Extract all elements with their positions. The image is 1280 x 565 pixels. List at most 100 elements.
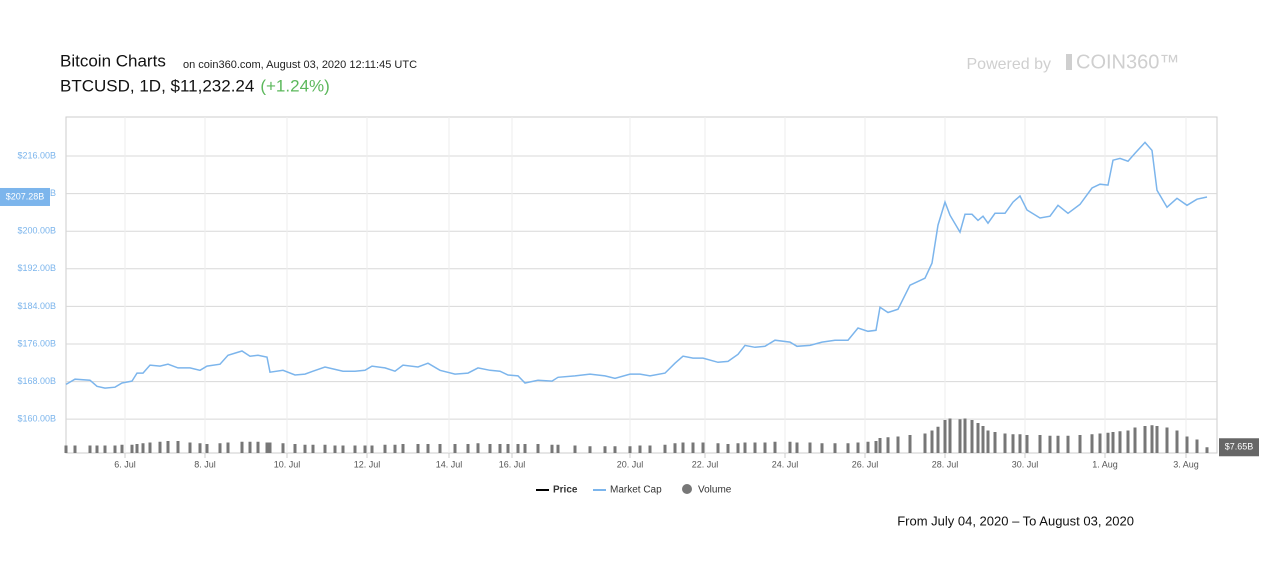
volume-bar bbox=[401, 444, 405, 453]
volume-bar bbox=[141, 443, 145, 453]
x-tick-label: 24. Jul bbox=[772, 459, 799, 469]
volume-bar bbox=[188, 442, 192, 453]
volume-bar bbox=[265, 442, 269, 453]
legend-label[interactable]: Price bbox=[553, 485, 578, 496]
y-tick-label: $176.00B bbox=[17, 338, 56, 348]
volume-bar bbox=[588, 446, 592, 453]
volume-bar bbox=[763, 442, 767, 453]
volume-bar bbox=[1155, 426, 1159, 453]
current-volume-badge bbox=[1219, 438, 1259, 457]
volume-bar bbox=[970, 420, 974, 453]
x-tick-label: 20. Jul bbox=[617, 459, 644, 469]
volume-bar bbox=[981, 426, 985, 453]
y-tick-label: $200.00B bbox=[17, 226, 56, 236]
volume-bar bbox=[453, 444, 457, 453]
legend-label[interactable]: Market Cap bbox=[610, 485, 662, 496]
volume-bar bbox=[673, 443, 677, 453]
volume-bar bbox=[303, 444, 307, 453]
volume-bar bbox=[1038, 435, 1042, 453]
volume-bar bbox=[948, 418, 952, 453]
volume-bar bbox=[1150, 425, 1154, 453]
volume-bar bbox=[726, 444, 730, 453]
volume-bar bbox=[311, 444, 315, 453]
chart-title: Bitcoin Charts bbox=[60, 51, 166, 70]
volume-bar bbox=[73, 445, 77, 453]
volume-bar bbox=[438, 444, 442, 453]
volume-bar bbox=[923, 433, 927, 453]
volume-bar bbox=[808, 442, 812, 453]
volume-bar bbox=[1025, 435, 1029, 453]
volume-bar bbox=[64, 445, 68, 453]
volume-bar bbox=[353, 445, 357, 453]
volume-bar bbox=[963, 418, 967, 453]
volume-bar bbox=[1048, 435, 1052, 453]
volume-bar bbox=[205, 444, 209, 453]
volume-bar bbox=[556, 444, 560, 453]
x-tick-label: 12. Jul bbox=[354, 459, 381, 469]
volume-bar bbox=[908, 435, 912, 453]
volume-bar bbox=[536, 444, 540, 453]
volume-bar bbox=[248, 441, 252, 453]
volume-bar bbox=[943, 420, 947, 453]
volume-bar bbox=[176, 441, 180, 453]
volume-bar bbox=[281, 443, 285, 453]
volume-bar bbox=[1066, 435, 1070, 453]
volume-bar bbox=[256, 441, 260, 453]
volume-bar bbox=[498, 444, 502, 453]
volume-bar bbox=[638, 445, 642, 453]
volume-bar bbox=[523, 444, 527, 453]
x-tick-label: 10. Jul bbox=[274, 459, 301, 469]
volume-bar bbox=[1195, 439, 1199, 453]
volume-bar bbox=[833, 443, 837, 453]
volume-bar bbox=[788, 441, 792, 453]
volume-bar bbox=[663, 444, 667, 453]
brand-icon bbox=[1066, 54, 1072, 70]
y-tick-label: $184.00B bbox=[17, 301, 56, 311]
x-tick-label: 8. Jul bbox=[194, 459, 216, 469]
volume-bar bbox=[573, 445, 577, 453]
y-tick-label: $192.00B bbox=[17, 263, 56, 273]
volume-bar bbox=[691, 442, 695, 453]
date-range: From July 04, 2020 – To August 03, 2020 bbox=[897, 513, 1134, 528]
current-volume-label: $7.65B bbox=[1225, 442, 1254, 452]
volume-bar bbox=[1018, 434, 1022, 453]
volume-bar bbox=[166, 441, 170, 453]
legend-swatch bbox=[682, 484, 692, 494]
volume-bar bbox=[743, 442, 747, 453]
volume-bar bbox=[1143, 426, 1147, 453]
volume-bar bbox=[226, 442, 230, 453]
volume-bar bbox=[648, 445, 652, 453]
volume-bar bbox=[488, 444, 492, 453]
volume-bar bbox=[1175, 430, 1179, 453]
volume-bar bbox=[736, 443, 740, 453]
volume-bar bbox=[1126, 430, 1130, 453]
legend-label[interactable]: Volume bbox=[698, 485, 732, 496]
volume-bar bbox=[878, 438, 882, 453]
volume-bar bbox=[240, 441, 244, 453]
volume-bar bbox=[416, 444, 420, 453]
volume-bar bbox=[383, 444, 387, 453]
volume-bar bbox=[341, 445, 345, 453]
current-value-badge bbox=[0, 187, 50, 206]
volume-bar bbox=[148, 442, 152, 453]
volume-bar bbox=[866, 441, 870, 453]
volume-bar bbox=[773, 441, 777, 453]
volume-bar bbox=[795, 442, 799, 453]
volume-bar bbox=[333, 445, 337, 453]
x-tick-label: 3. Aug bbox=[1173, 459, 1199, 469]
volume-bar bbox=[393, 444, 397, 453]
volume-bar bbox=[753, 442, 757, 453]
volume-bar bbox=[681, 442, 685, 453]
y-tick-label: $160.00B bbox=[17, 414, 56, 424]
volume-bar bbox=[856, 442, 860, 453]
x-tick-label: 1. Aug bbox=[1092, 459, 1118, 469]
volume-bar bbox=[158, 441, 162, 453]
volume-bar bbox=[550, 444, 554, 453]
volume-bar bbox=[976, 423, 980, 453]
volume-bar bbox=[516, 444, 520, 453]
volume-bar bbox=[1090, 434, 1094, 453]
volume-bar bbox=[370, 445, 374, 453]
volume-bar bbox=[930, 430, 934, 453]
plot-border bbox=[65, 116, 1218, 454]
volume-bar bbox=[846, 443, 850, 453]
